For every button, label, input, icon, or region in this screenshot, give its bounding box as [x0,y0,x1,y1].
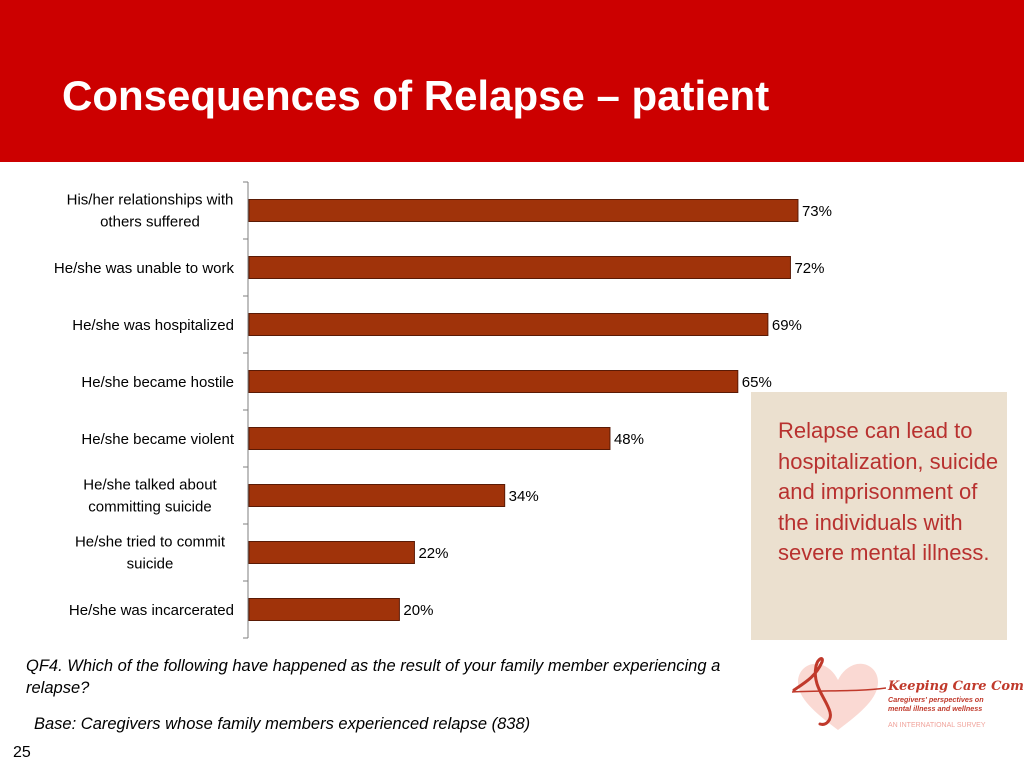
page-number: 25 [13,744,31,761]
category-label: He/she became violent [81,431,234,448]
data-label: 20% [403,602,433,619]
bar [248,313,769,336]
category-label: He/she tried to commit suicide [75,534,226,573]
category-label: He/she became hostile [81,374,234,391]
logo: Keeping Care Complete Caregivers' perspe… [786,652,1024,738]
base-note: Base: Caregivers whose family members ex… [34,715,531,733]
bar [248,370,739,393]
page-title: Consequences of Relapse – patient [62,72,770,119]
logo-survey-text: AN INTERNATIONAL SURVEY [888,722,986,729]
category-label: He/she was hospitalized [72,317,234,334]
category-label: He/she talked about committing suicide [83,477,217,516]
bar [248,256,791,279]
data-label: 22% [418,545,448,562]
category-label: He/she was incarcerated [69,602,234,619]
logo-brand-text: Keeping Care Complete [888,679,1024,694]
data-label: 73% [802,203,832,220]
data-label: 65% [742,374,772,391]
bar [248,598,400,621]
data-label: 34% [509,488,539,505]
callout-text: Relapse can lead to hospitalization, sui… [778,418,999,565]
question-text: QF4. Which of the following have happene… [26,657,721,697]
header-banner: Consequences of Relapse – patient [0,0,1024,162]
bar-chart: 73% His/her relationships with others suff… [54,181,832,639]
bar [248,541,415,564]
data-label: 69% [772,317,802,334]
bar [248,427,611,450]
category-label: He/she was unable to work [54,260,235,277]
heart-logo-icon [791,657,887,730]
data-label: 72% [794,260,824,277]
logo-subtitle: Caregivers' perspectives on mental illne… [888,695,984,713]
bar [248,199,799,222]
bar [248,484,506,507]
callout-box: Relapse can lead to hospitalization, sui… [751,392,1007,640]
data-label: 48% [614,431,644,448]
category-label: His/her relationships with others suffere… [67,192,234,231]
